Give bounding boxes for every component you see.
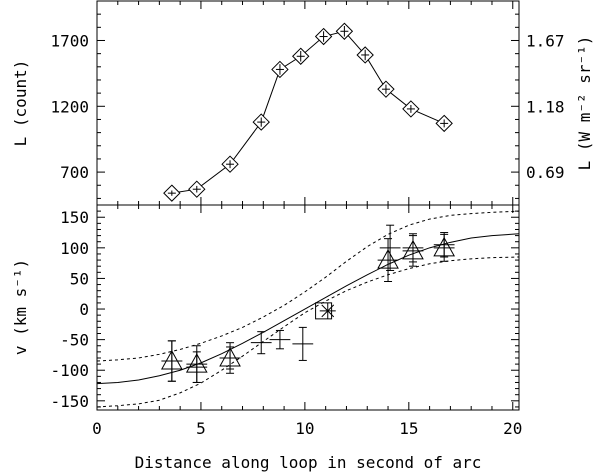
- top-ytick-label-right: 1.67: [526, 31, 565, 50]
- bottom-xtick-label: 0: [92, 419, 102, 438]
- upper-envelope: [97, 210, 519, 362]
- bottom-xlabel: Distance along loop in second of arc: [135, 453, 482, 472]
- top-ytick-label-right: 0.69: [526, 163, 565, 182]
- top-data-point: [402, 100, 420, 118]
- top-ylabel-right: L (W m⁻² sr⁻¹): [575, 36, 594, 171]
- top-data-point: [221, 155, 239, 173]
- bottom-data-point-plus: [269, 329, 291, 350]
- lower-envelope: [97, 256, 519, 408]
- asterisk-stroke: [321, 304, 335, 318]
- bottom-data-point-plus: [219, 346, 241, 370]
- top-ytick-label-right: 1.18: [526, 97, 565, 116]
- bottom-data-point-triangle: [377, 238, 399, 282]
- top-ytick-label-left: 1700: [50, 31, 89, 50]
- top-data-point: [163, 184, 181, 202]
- bottom-ytick-label: -50: [60, 331, 89, 350]
- bottom-ticks: -150 -100 -50 0 50 100 150 0 5 10 15 20: [50, 205, 522, 438]
- top-data-point: [188, 180, 206, 198]
- bottom-data-point-asterisk: [319, 302, 336, 319]
- top-data-point: [292, 47, 310, 65]
- bottom-data-point-plus: [433, 232, 455, 258]
- fit-curve: [97, 233, 519, 385]
- bottom-ytick-label: 50: [70, 269, 89, 288]
- top-data-point: [271, 60, 289, 79]
- top-plot-frame: [96, 0, 520, 206]
- top-ytick-label-left: 1200: [50, 97, 89, 116]
- bottom-ytick-label: 100: [60, 239, 89, 258]
- bottom-data-point-plus: [250, 331, 272, 355]
- bottom-data-point-plus: [379, 224, 401, 271]
- top-data-point: [356, 46, 374, 64]
- bottom-data-point-plus: [402, 233, 424, 263]
- bottom-curves: [97, 210, 519, 408]
- top-data-point: [335, 22, 354, 40]
- top-data-point: [377, 80, 395, 98]
- top-data-point: [252, 113, 270, 131]
- bottom-plot-frame: [96, 204, 520, 411]
- bottom-ytick-label: 150: [60, 208, 89, 227]
- bottom-xtick-label: 15: [399, 419, 418, 438]
- bottom-xtick-label: 10: [295, 419, 314, 438]
- bottom-data-point-plus: [186, 351, 208, 383]
- bottom-xtick-label: 20: [503, 419, 522, 438]
- top-data-point: [314, 27, 333, 46]
- bottom-ylabel: v (km s⁻¹): [11, 259, 30, 355]
- bottom-ytick-label: -100: [50, 361, 89, 380]
- triangle-marker: [377, 249, 399, 269]
- top-marks: [163, 22, 453, 202]
- bottom-ytick-label: 0: [79, 300, 89, 319]
- bottom-data-point-plus: [161, 340, 183, 382]
- top-ticks: 700 0.69 1200 1.18 1700 1.67: [50, 1, 565, 205]
- bottom-marks: [97, 210, 519, 408]
- bottom-ytick-label: -150: [50, 392, 89, 411]
- top-ytick-label-left: 700: [60, 163, 89, 182]
- bottom-data-point-plus: [292, 326, 314, 361]
- top-ylabel: L (count): [11, 60, 30, 147]
- bottom-xtick-label: 5: [196, 419, 206, 438]
- top-data-point: [435, 114, 453, 133]
